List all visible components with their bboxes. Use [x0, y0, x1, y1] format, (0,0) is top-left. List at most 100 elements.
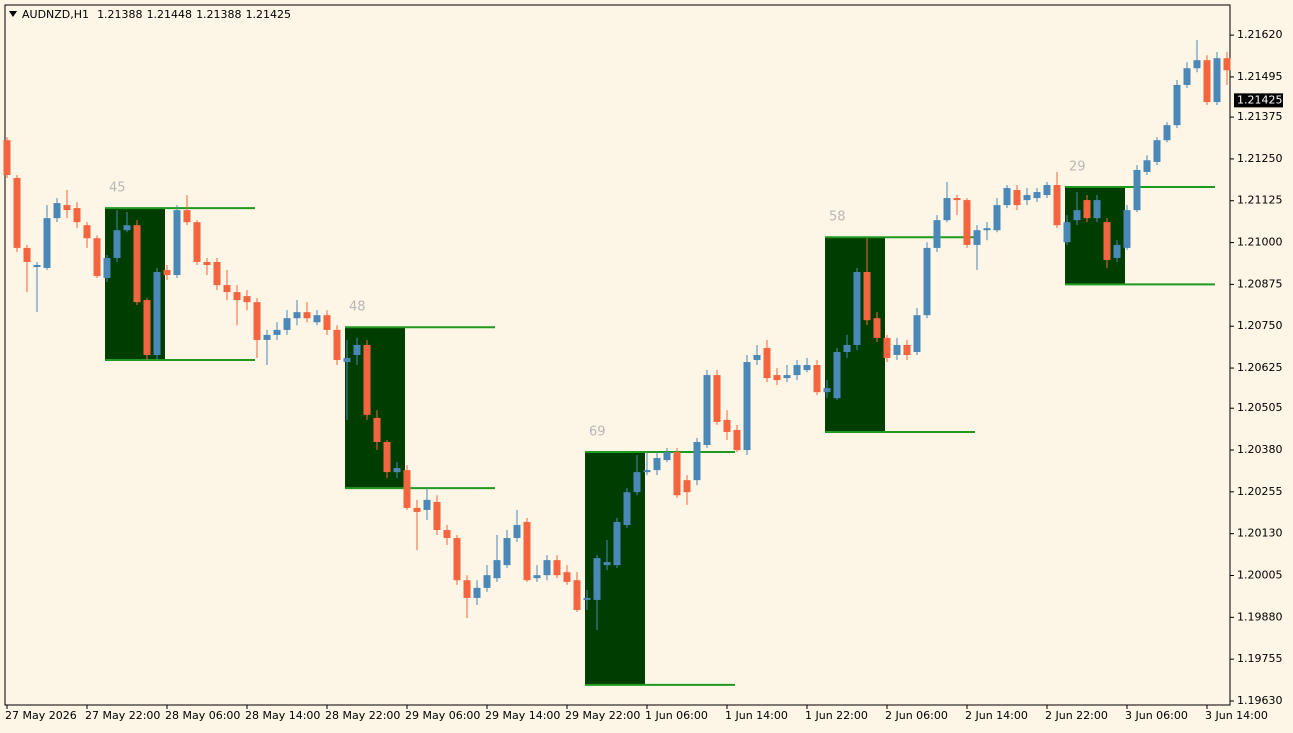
candle-body — [493, 560, 501, 579]
candle-body — [453, 538, 461, 581]
y-tick-label: 1.21375 — [1237, 110, 1283, 123]
candle-body — [673, 452, 681, 496]
candle-body — [3, 140, 11, 175]
candle-body — [963, 200, 971, 245]
candle-body — [143, 300, 151, 355]
y-tick-label: 1.20255 — [1237, 485, 1283, 498]
candle-body — [423, 499, 431, 510]
candle-body — [603, 562, 611, 566]
candle-body — [413, 507, 421, 512]
candle-body — [153, 272, 161, 355]
candle-body — [953, 198, 961, 201]
candle-body — [993, 205, 1001, 231]
y-tick-label: 1.21495 — [1237, 70, 1283, 83]
candle-body — [103, 257, 111, 279]
candle-body — [1003, 188, 1011, 206]
candle-body — [1163, 125, 1171, 141]
candle-body — [383, 441, 391, 473]
candle-body — [863, 272, 871, 321]
header-close: 1.21425 — [246, 8, 292, 21]
candle-body — [613, 521, 621, 566]
candle-body — [1173, 84, 1181, 126]
y-tick-label: 1.21250 — [1237, 152, 1283, 165]
candle-body — [653, 458, 661, 471]
candle-body — [303, 312, 311, 319]
candle-body — [663, 452, 671, 461]
candle-body — [893, 344, 901, 355]
candle-body — [373, 417, 381, 442]
zone-count: 48 — [349, 300, 366, 315]
candle-body — [713, 375, 721, 422]
candle-body — [833, 351, 841, 399]
candle-body — [523, 521, 531, 581]
y-tick-label: 1.20505 — [1237, 401, 1283, 414]
candle-body — [973, 230, 981, 245]
candle-body — [213, 261, 221, 286]
candle-body — [33, 264, 41, 267]
x-tick-label: 29 May 06:00 — [405, 709, 480, 722]
candle-body — [643, 470, 651, 473]
candle-body — [983, 228, 991, 231]
candle-body — [1103, 222, 1111, 260]
candle-body — [883, 337, 891, 359]
candle-body — [473, 587, 481, 598]
candle-body — [443, 530, 451, 539]
header-low: 1.21388 — [196, 8, 242, 21]
candle-body — [73, 208, 81, 223]
candle-body — [553, 560, 561, 576]
x-tick-label: 27 May 22:00 — [85, 709, 160, 722]
candle-body — [1053, 185, 1061, 226]
candle-body — [323, 315, 331, 330]
candle-body — [693, 441, 701, 481]
candle-body — [703, 375, 711, 446]
x-tick-label: 28 May 22:00 — [325, 709, 400, 722]
candle-body — [1153, 140, 1161, 162]
y-tick-label: 1.19880 — [1237, 610, 1283, 623]
candle-body — [843, 344, 851, 352]
candle-body — [203, 261, 211, 265]
candle-body — [283, 318, 291, 330]
candle-body — [733, 429, 741, 451]
header-arrow[interactable] — [9, 11, 17, 17]
candle-body — [903, 344, 911, 355]
candle-body — [1093, 200, 1101, 219]
candle-body — [1113, 244, 1121, 258]
candle-body — [533, 575, 541, 579]
candle-body — [803, 365, 811, 371]
candle-body — [1133, 169, 1141, 211]
y-tick-label: 1.19630 — [1237, 694, 1283, 707]
candle-body — [363, 344, 371, 415]
candle-body — [783, 375, 791, 379]
x-tick-label: 1 Jun 06:00 — [645, 709, 708, 722]
candle-body — [943, 198, 951, 221]
candle-body — [313, 315, 321, 323]
zone-count: 69 — [589, 425, 606, 440]
candle-body — [1013, 190, 1021, 206]
candle-body — [173, 210, 181, 276]
candle-body — [293, 312, 301, 319]
x-tick-label: 3 Jun 14:00 — [1205, 709, 1268, 722]
candle-body — [253, 302, 261, 340]
candle-body — [773, 375, 781, 381]
candle-body — [113, 230, 121, 258]
x-tick-label: 2 Jun 22:00 — [1045, 709, 1108, 722]
candle-body — [123, 225, 131, 231]
header-open: 1.21388 — [97, 8, 143, 21]
candle-body — [53, 203, 61, 219]
y-tick-label: 1.20750 — [1237, 319, 1283, 332]
x-tick-label: 28 May 06:00 — [165, 709, 240, 722]
plot-layer: 45 48 69 58 29 — [3, 40, 1231, 686]
candle-body — [343, 358, 351, 363]
candle-body — [1143, 160, 1151, 172]
x-tick-label: 2 Jun 14:00 — [965, 709, 1028, 722]
y-tick-label: 1.21620 — [1237, 28, 1283, 41]
x-tick-label: 3 Jun 06:00 — [1125, 709, 1188, 722]
candle-body — [483, 575, 491, 588]
candle-body — [43, 218, 51, 269]
y-tick-label: 1.21000 — [1237, 236, 1283, 249]
candle-body — [273, 329, 281, 335]
candle-body — [393, 468, 401, 473]
candle-body — [1043, 185, 1051, 196]
candle-body — [683, 480, 691, 493]
y-tick-label: 1.20380 — [1237, 443, 1283, 456]
